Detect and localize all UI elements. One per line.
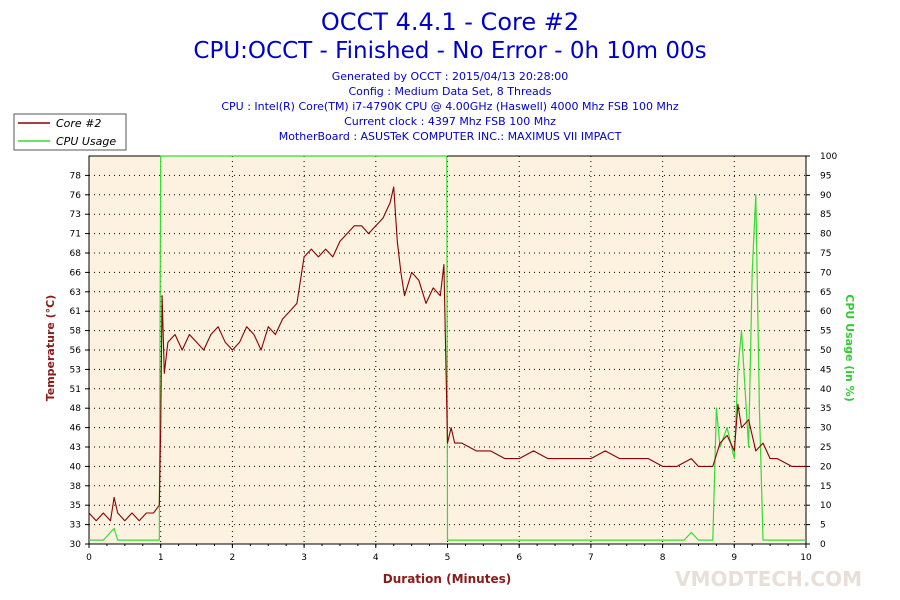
x-tick-label: 1 [158,553,164,563]
y2-tick-label: 20 [820,462,832,472]
y-tick-label: 43 [70,443,81,453]
y2-tick-label: 10 [820,501,832,511]
y2-axis-label: CPU Usage (in %) [843,294,856,401]
y2-tick-label: 85 [820,210,831,220]
y-tick-label: 78 [70,171,82,181]
y-tick-label: 66 [70,268,82,278]
legend-label-core2: Core #2 [56,117,101,130]
y-tick-label: 61 [70,307,81,317]
x-tick-label: 0 [86,553,92,563]
y-tick-label: 38 [70,482,82,492]
legend: Core #2 CPU Usage [13,113,127,151]
y-tick-label: 46 [70,424,82,434]
y2-tick-label: 35 [820,404,831,414]
y-tick-label: 40 [70,462,82,472]
chart-subtitle: CPU:OCCT - Finished - No Error - 0h 10m … [193,38,706,64]
y-tick-label: 76 [70,191,82,201]
y-tick-label: 48 [70,404,82,414]
y2-tick-label: 55 [820,327,831,337]
y2-tick-label: 0 [820,540,826,550]
x-axis-label: Duration (Minutes) [383,572,511,586]
y-tick-label: 53 [70,365,81,375]
y-tick-label: 30 [70,540,82,550]
y2-tick-label: 40 [820,385,832,395]
x-tick-label: 7 [588,553,594,563]
y-tick-label: 51 [70,385,81,395]
x-tick-label: 8 [660,553,666,563]
series-line-cpu-usage [89,155,806,541]
y-tick-label: 58 [70,327,82,337]
x-tick-label: 5 [445,553,451,563]
y-tick-label: 68 [70,249,82,259]
y-axis-label: Temperature (°C) [44,295,57,402]
x-tick-label: 4 [373,553,379,563]
axis-ticks: 0 1 2 3 4 5 6 7 8 9 103033353840434648515356586163… [70,152,838,563]
y2-tick-label: 50 [820,346,832,356]
y2-tick-label: 70 [820,268,832,278]
series-line-core2 [88,186,806,522]
series-layer [88,155,806,541]
y2-tick-label: 80 [820,230,832,240]
y2-tick-label: 100 [820,152,837,162]
y2-tick-label: 90 [820,191,832,201]
info-line: MotherBoard : ASUSTeK COMPUTER INC.: MAX… [279,130,622,143]
y-tick-label: 63 [70,288,81,298]
chart-title: OCCT 4.4.1 - Core #2 [321,8,579,36]
x-tick-label: 10 [800,553,812,563]
y2-tick-label: 30 [820,424,832,434]
x-tick-label: 2 [230,553,236,563]
y2-tick-label: 45 [820,365,831,375]
info-line: Current clock : 4397 Mhz FSB 100 Mhz [344,115,556,128]
info-line: Config : Medium Data Set, 8 Threads [349,85,552,98]
y2-tick-label: 5 [820,521,826,531]
x-tick-label: 3 [301,553,307,563]
info-lines: Generated by OCCT : 2015/04/13 20:28:00 C… [221,70,679,143]
y2-tick-label: 15 [820,482,831,492]
legend-box [13,113,127,151]
x-tick-label: 9 [731,553,737,563]
x-tick-label: 6 [516,553,522,563]
y2-tick-label: 95 [820,171,831,181]
info-line: CPU : Intel(R) Core(TM) i7-4790K CPU @ 4… [221,100,679,113]
y-tick-label: 56 [70,346,82,356]
info-line: Generated by OCCT : 2015/04/13 20:28:00 [332,70,569,83]
y-tick-label: 71 [70,230,81,240]
watermark: VMODTECH.COM [675,567,862,591]
y-tick-label: 33 [70,521,81,531]
y2-tick-label: 65 [820,288,831,298]
legend-label-usage: CPU Usage [56,135,116,148]
y2-tick-label: 75 [820,249,831,259]
y-tick-label: 35 [70,501,81,511]
y2-tick-label: 25 [820,443,831,453]
y-tick-label: 73 [70,210,81,220]
y2-tick-label: 60 [820,307,832,317]
